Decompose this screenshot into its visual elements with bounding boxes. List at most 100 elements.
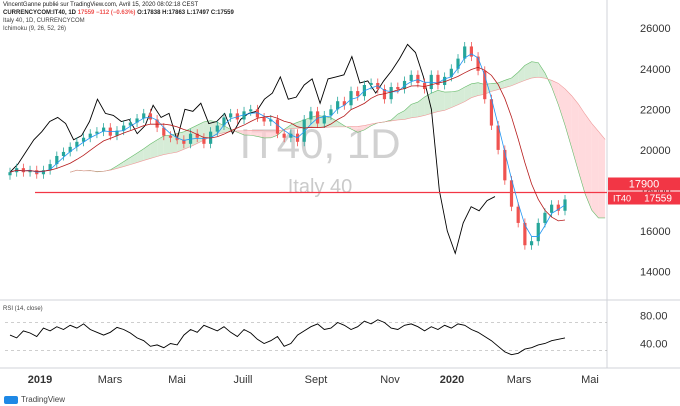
candle-body <box>168 135 173 138</box>
ichimoku-cloud-segment <box>190 125 198 147</box>
candle-body <box>396 87 400 90</box>
ichimoku-cloud-segment <box>203 120 211 141</box>
candle-body <box>369 82 373 85</box>
ichimoku-cloud-segment <box>123 157 131 167</box>
ichimoku-cloud-segment <box>431 90 438 114</box>
candle-body <box>529 241 534 246</box>
candle-body <box>523 222 527 246</box>
ichimoku-cloud-segment <box>163 135 171 155</box>
ichimoku-cloud-segment <box>183 128 191 150</box>
ichimoku-cloud-segment <box>491 82 499 92</box>
price-line-value: 17900 <box>629 178 660 190</box>
candle-body <box>489 99 494 126</box>
senkou-span-b-line <box>70 76 606 173</box>
candle-body <box>242 111 246 120</box>
candle-body <box>41 170 46 175</box>
symbol-line: CURRENCYCOM:IT40, 1D 17559 −112 (−0.63%)… <box>3 10 234 16</box>
candle-body <box>8 172 12 176</box>
candle-body <box>182 139 186 144</box>
ichimoku-cloud-segment <box>437 90 445 112</box>
candle-body <box>142 113 146 119</box>
candle-body <box>289 133 293 138</box>
candle-body <box>509 180 514 207</box>
senkou-span-a-line <box>70 61 606 219</box>
ichimoku-cloud-segment <box>524 61 532 81</box>
ichimoku-cloud-segment <box>578 104 586 194</box>
kijun-sen-line <box>9 66 566 222</box>
ichimoku-cloud-segment <box>571 95 579 172</box>
ichimoku-cloud-segment <box>565 88 572 148</box>
x-axis-tick-label: Sept <box>305 374 328 386</box>
candle-body <box>463 46 467 59</box>
candle-body <box>68 146 72 152</box>
ichimoku-cloud-segment <box>264 130 271 138</box>
y-axis-tick-label: 16000 <box>640 226 671 238</box>
ichimoku-cloud-segment <box>170 133 178 154</box>
candle-body <box>95 131 99 134</box>
instrument-legend[interactable]: Italy 40, 1D, CURRENCYCOM <box>3 18 85 24</box>
ichimoku-cloud-segment <box>250 130 258 137</box>
y-axis-tick-label: 24000 <box>640 64 671 76</box>
ichimoku-cloud-segment <box>424 93 432 116</box>
candle-body <box>155 119 159 128</box>
watermark-name: Italy 40 <box>288 176 352 198</box>
ichimoku-cloud-segment <box>478 82 485 96</box>
candle-body <box>322 115 326 124</box>
ichimoku-cloud-segment <box>150 139 158 159</box>
candle-body <box>302 119 306 142</box>
ichimoku-cloud-segment <box>518 65 525 84</box>
candle-body <box>55 155 59 165</box>
candle-body <box>282 133 286 138</box>
candle-body <box>496 125 500 150</box>
ichimoku-legend[interactable]: Ichimoku (9, 26, 52, 26) <box>3 26 67 32</box>
candle-body <box>416 74 420 83</box>
ichimoku-cloud-segment <box>471 82 479 98</box>
candle-body <box>456 58 460 69</box>
ichimoku-cloud-segment <box>558 83 565 126</box>
ichimoku-cloud-segment <box>223 125 231 133</box>
tradingview-footer[interactable]: TradingView <box>4 395 65 404</box>
ohlc-low: L:17497 <box>186 10 210 16</box>
rsi-legend[interactable]: RSI (14, close) <box>3 306 43 312</box>
candle-body <box>202 137 206 144</box>
ichimoku-cloud-segment <box>157 135 164 157</box>
candle-body <box>356 91 360 97</box>
ichimoku-cloud-segment <box>538 62 545 79</box>
ichimoku-cloud-segment <box>504 78 512 88</box>
symbol-tag <box>608 191 636 205</box>
ichimoku-cloud-segment <box>143 144 151 161</box>
tradingview-brand: TradingView <box>21 395 66 404</box>
candle-body <box>329 109 333 116</box>
candle-body <box>75 141 79 147</box>
x-axis-tick-label: 2020 <box>440 374 464 386</box>
ichimoku-cloud-segment <box>531 61 539 79</box>
candle-body <box>449 68 453 77</box>
ichimoku-cloud-segment <box>404 104 412 120</box>
candle-body <box>443 76 447 85</box>
y-axis-tick-label: 22000 <box>640 104 671 116</box>
publisher-line: VincentGanne publié sur TradingView.com,… <box>3 2 199 8</box>
ichimoku-cloud-segment <box>257 130 265 138</box>
candle-body <box>309 111 313 120</box>
rsi-line <box>9 319 566 356</box>
ichimoku-cloud-segment <box>116 161 124 169</box>
candle-body <box>21 168 25 173</box>
y-axis-tick-label: 20000 <box>640 145 671 157</box>
candle-body <box>115 130 119 136</box>
close-price-tag <box>636 191 680 205</box>
candle-body <box>81 137 86 142</box>
candle-body <box>61 151 66 156</box>
candle-body <box>28 170 32 173</box>
candle-body <box>422 82 427 90</box>
candle-body <box>550 204 554 213</box>
candle-body <box>409 74 413 81</box>
x-axis-tick-label: Mars <box>98 374 123 386</box>
y-axis-tick-label: 26000 <box>640 23 671 35</box>
y-axis-tick-label: 14000 <box>640 267 671 279</box>
x-axis-tick-label: Mai <box>581 374 599 386</box>
ichimoku-cloud-segment <box>585 114 592 211</box>
ichimoku-cloud-segment <box>210 120 218 137</box>
price-line-tag <box>608 177 680 191</box>
candle-body <box>436 74 440 85</box>
